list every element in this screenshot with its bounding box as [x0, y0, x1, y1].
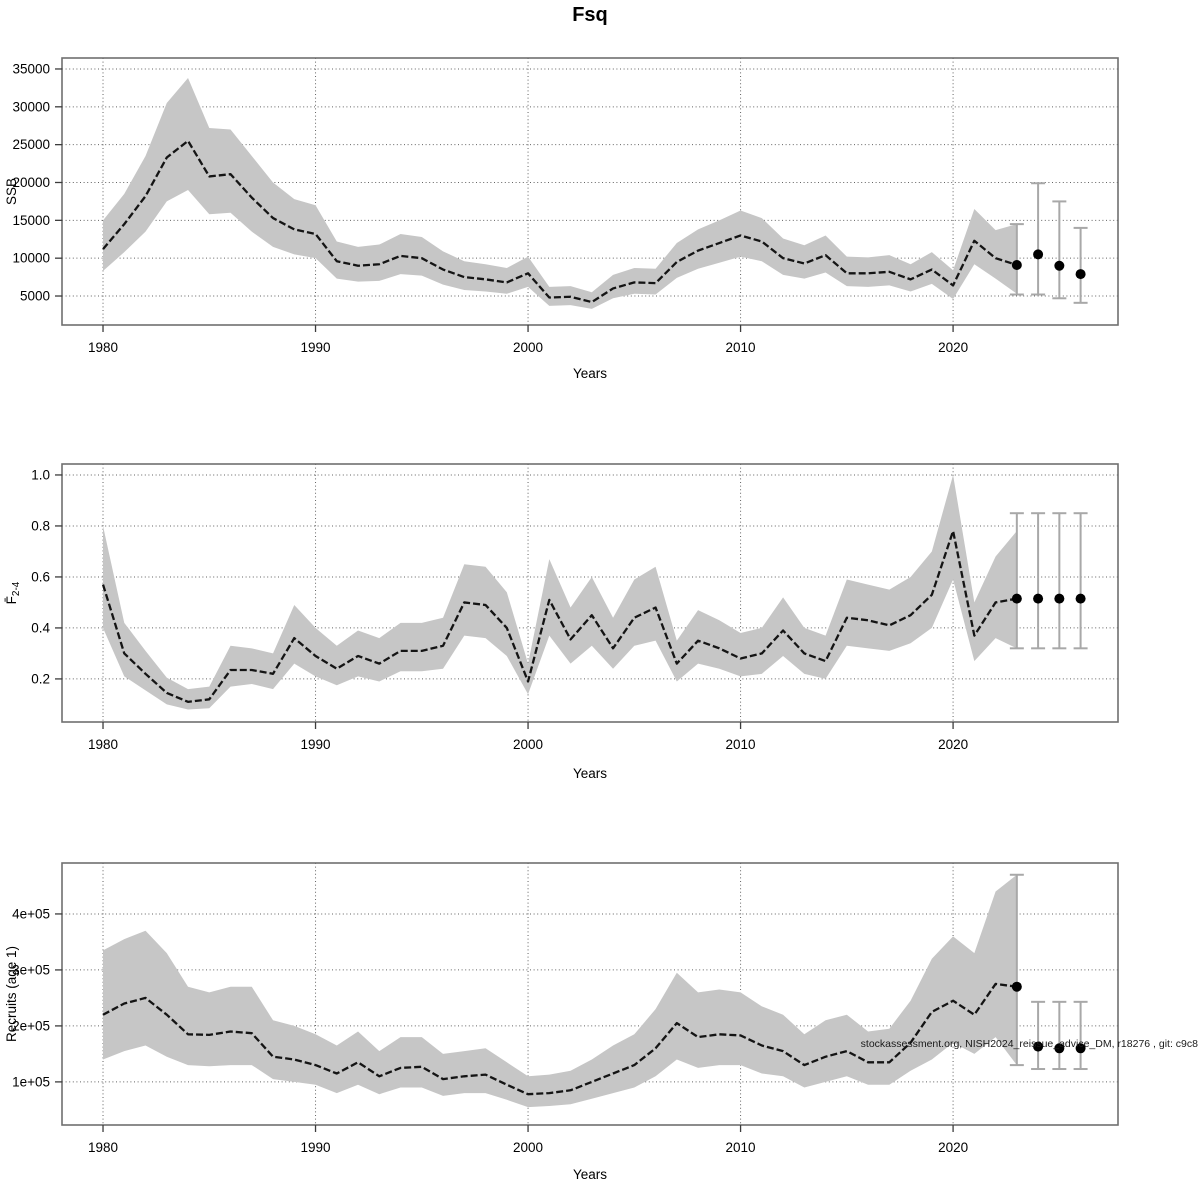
x-axis-label: Years [573, 366, 607, 381]
x-tick-label: 1990 [301, 340, 331, 355]
y-tick-label: 1e+05 [12, 1074, 50, 1089]
y-axis-label: Recruits (age 1) [4, 946, 19, 1042]
panel-f: 1980 1990 2000 2010 2020 0.2 0.4 0.6 0.8 1.0 Years… [4, 463, 1119, 781]
y-tick-label: 35000 [12, 61, 50, 76]
x-tick-label: 1980 [88, 1140, 118, 1155]
y-axis-label: F̄2-4 [4, 581, 22, 604]
y-tick-label: 0.8 [31, 518, 50, 533]
y-tick-label: 5000 [20, 289, 50, 304]
x-tick-label: 2000 [513, 1140, 543, 1155]
y-tick-label: 10000 [12, 251, 50, 266]
y-tick-label: 20000 [12, 175, 50, 190]
forecast-dot [1075, 593, 1086, 604]
figure-title: Fsq [572, 4, 608, 26]
forecast-dot [1075, 1043, 1086, 1054]
plot-border [61, 862, 1119, 1126]
y-tick-label: 0.6 [31, 569, 50, 584]
mean-line [101, 529, 1018, 704]
y-tick-label: 1.0 [31, 467, 50, 482]
x-tick-label: 1990 [301, 737, 331, 752]
confidence-band [103, 874, 1017, 1108]
x-tick-label: 2010 [726, 737, 756, 752]
forecast-dot [1011, 593, 1022, 604]
y-tick-label: 2e+05 [12, 1018, 50, 1033]
x-tick-label: 2010 [726, 340, 756, 355]
forecast-dot [1054, 1043, 1065, 1054]
x-axis-label: Years [573, 1167, 607, 1182]
confidence-band [103, 78, 1017, 309]
y-tick-label: 30000 [12, 99, 50, 114]
y-tick-label: 0.4 [31, 620, 50, 635]
panel-ssb: 1980 1990 2000 2010 2020 5000 10000 15000 20000 2… [4, 57, 1119, 381]
x-tick-label: 1980 [88, 737, 118, 752]
x-tick-label: 2000 [513, 340, 543, 355]
plot-border [61, 57, 1119, 326]
watermark: stockassessment.org, NISH2024_reissue_ad… [860, 1038, 1198, 1050]
x-tick-label: 2020 [938, 1140, 968, 1155]
y-tick-label: 25000 [12, 137, 50, 152]
mean-line [102, 139, 1018, 304]
x-tick-label: 1990 [301, 1140, 331, 1155]
x-axis-label: Years [573, 766, 607, 781]
mean-line [102, 982, 1017, 1096]
forecast-dot [1033, 249, 1044, 260]
y-axis-label: SSB [4, 178, 19, 205]
forecast-dot [1033, 593, 1044, 604]
y-tick-label: 0.2 [31, 671, 50, 686]
y-tick-label: 3e+05 [12, 962, 50, 977]
y-tick-label: 15000 [12, 213, 50, 228]
y-tick-label: 4e+05 [12, 906, 50, 921]
forecast-dot [1011, 981, 1022, 992]
panel-recruits: 1980 1990 2000 2010 2020 1e+05 2e+05 3e+05 4e+05… [4, 862, 1119, 1182]
confidence-band [103, 474, 1017, 710]
forecast-dot [1075, 269, 1086, 280]
x-tick-label: 2000 [513, 737, 543, 752]
x-tick-label: 1980 [88, 340, 118, 355]
forecast-dot [1011, 259, 1022, 270]
x-tick-label: 2010 [726, 1140, 756, 1155]
forecast-dot [1033, 1041, 1044, 1052]
plot-border [61, 463, 1119, 723]
forecast-dot [1054, 593, 1065, 604]
x-tick-label: 2020 [938, 340, 968, 355]
forecast-dot [1054, 260, 1065, 271]
x-tick-label: 2020 [938, 737, 968, 752]
